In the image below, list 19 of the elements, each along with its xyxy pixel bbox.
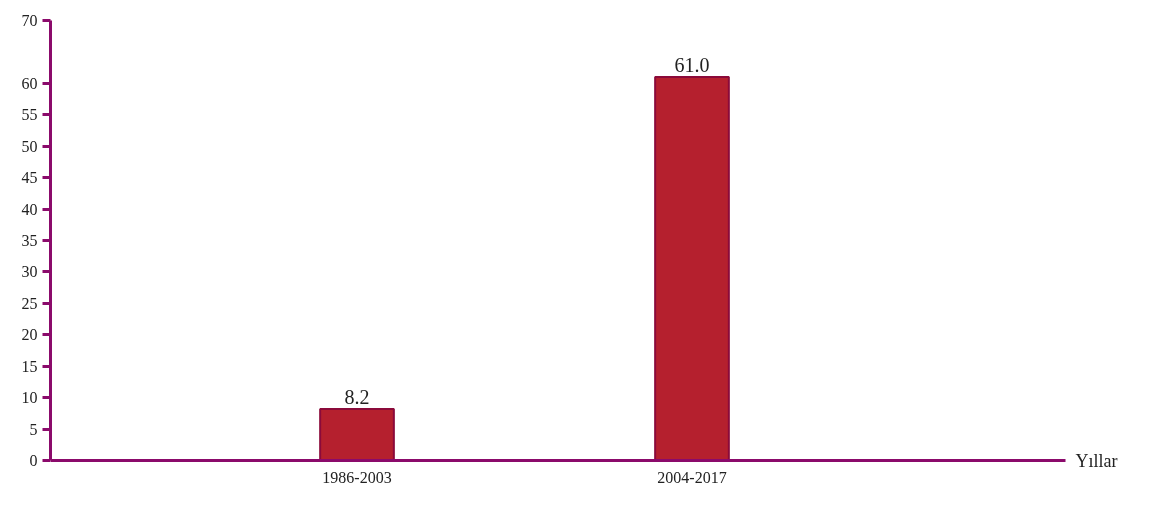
y-tick-label: 60 (21, 74, 38, 92)
y-tick-label: 35 (21, 232, 38, 250)
y-tick-label: 0 (29, 452, 38, 470)
x-tick-label: 1986-2003 (322, 468, 392, 486)
y-tick-label: 25 (21, 294, 38, 312)
y-tick-label: 55 (21, 106, 38, 124)
y-tick-label: 15 (21, 357, 38, 375)
y-tick-label: 20 (21, 326, 38, 344)
y-tick-label: 40 (21, 200, 38, 218)
y-tick-label: 30 (21, 263, 38, 281)
y-tick-label: 50 (21, 137, 38, 155)
x-axis-title: Yıllar (1075, 450, 1118, 471)
y-tick-label: 70 (21, 12, 38, 29)
y-tick-label: 5 (29, 420, 38, 438)
x-tick-label: 2004-2017 (657, 468, 727, 486)
data-label: 8.2 (344, 386, 370, 409)
data-label: 61.0 (674, 54, 710, 77)
y-tick-label: 10 (21, 389, 38, 407)
y-tick-label: 45 (21, 169, 38, 187)
